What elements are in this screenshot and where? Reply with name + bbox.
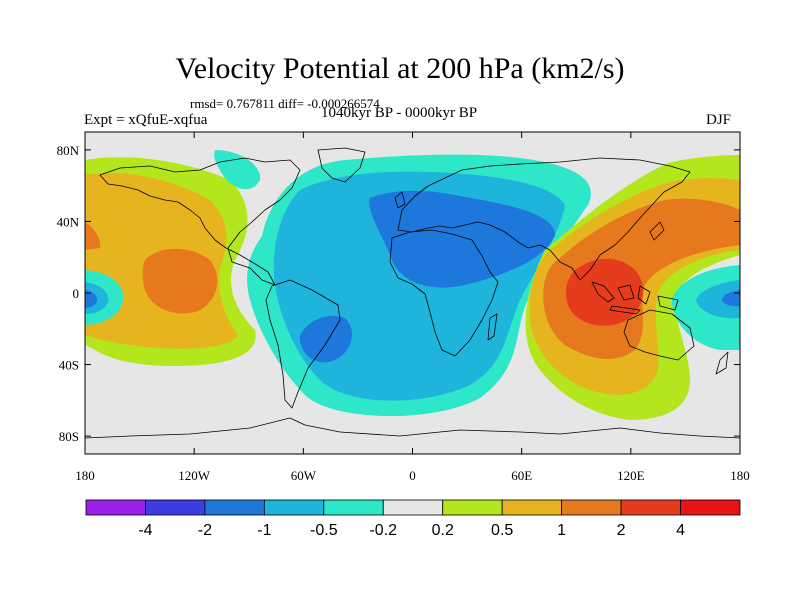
colorbar-swatch	[145, 499, 206, 516]
latitude-axis: 80N 40N 0 40S 80S	[57, 143, 740, 444]
contour-level-neg1-dateline-east	[722, 290, 740, 307]
lon-tick-label: 60E	[511, 468, 532, 483]
new-zealand-coastline	[715, 351, 729, 375]
maritime-continent-coastline	[591, 281, 679, 315]
season-label: DJF	[706, 112, 732, 128]
contour-level-pos2-east	[565, 258, 644, 326]
lon-tick-label: 180	[730, 468, 750, 483]
lat-tick-label: 80S	[59, 429, 79, 444]
colorbar-swatch	[204, 499, 265, 516]
british-isles-coastline	[394, 191, 406, 209]
australia-coastline	[623, 309, 695, 361]
lon-tick-label: 120E	[617, 468, 645, 483]
coastline-layer	[85, 147, 740, 439]
south-america-coastline	[265, 279, 341, 409]
japan-coastline	[649, 221, 665, 241]
contour-level-pos1-nwpacific	[85, 222, 101, 250]
colorbar-swatch	[620, 499, 681, 516]
colorbar-label: -1	[257, 522, 271, 539]
lat-tick-label: 40N	[57, 214, 80, 229]
colorbar-label: -0.2	[369, 522, 397, 539]
eurasia-coastline	[397, 157, 691, 281]
colorbar-label: 1	[557, 522, 566, 539]
contour-level-neg1-africa	[369, 190, 555, 288]
lat-tick-label: 40S	[59, 358, 79, 373]
africa-coastline	[389, 229, 499, 357]
contour-fill-layer	[85, 150, 740, 420]
colorbar-label: -0.5	[310, 522, 338, 539]
colorbar-label: 0.2	[432, 522, 454, 539]
lat-tick-label: 0	[73, 286, 80, 301]
colorbar-swatch	[263, 499, 325, 516]
period-label: 1040kyr BP - 0000kyr BP	[321, 105, 478, 121]
contour-level-neg1-samerica	[299, 315, 353, 363]
contour-level-neg05-dateline-east	[696, 280, 740, 319]
contour-level-neg02-nepacific	[214, 150, 261, 190]
colorbar-swatch	[501, 499, 563, 516]
colorbar-label: 0.5	[491, 522, 513, 539]
colorbar-swatch	[442, 499, 503, 516]
lat-tick-label: 80N	[57, 143, 80, 158]
lon-tick-label: 60W	[291, 468, 317, 483]
rmsd-diff-stats: rmsd= 0.767811 diff= -0.000266574	[190, 96, 380, 111]
madagascar-coastline	[487, 313, 498, 341]
colorbar-swatch	[85, 499, 146, 516]
longitude-axis: 180 120W 60W 0 60E 120E 180	[75, 132, 750, 483]
colorbar-swatch	[561, 499, 622, 516]
lon-tick-label: 180	[75, 468, 95, 483]
colorbar: -4 -2 -1 -0.5 -0.2 0.2 0.5 1 2 4	[85, 499, 741, 539]
colorbar-label: -4	[138, 522, 152, 539]
lon-tick-label: 120W	[178, 468, 211, 483]
colorbar-swatch	[680, 499, 741, 516]
colorbar-label: -2	[198, 522, 212, 539]
experiment-label: Expt = xQfuE-xqfua	[84, 112, 208, 128]
greenland-coastline	[317, 147, 366, 183]
colorbar-label: 2	[617, 522, 626, 539]
antarctica-coastline	[85, 417, 740, 439]
map-title: Velocity Potential at 200 hPa (km2/s)	[175, 52, 625, 85]
lon-tick-label: 0	[409, 468, 416, 483]
contour-level-pos1-west	[142, 248, 218, 314]
colorbar-label: 4	[676, 522, 685, 539]
colorbar-swatch	[382, 499, 444, 516]
contour-level-neg1-dateline-west	[85, 290, 98, 308]
colorbar-swatch	[323, 499, 384, 516]
north-america-coastline	[99, 157, 301, 286]
